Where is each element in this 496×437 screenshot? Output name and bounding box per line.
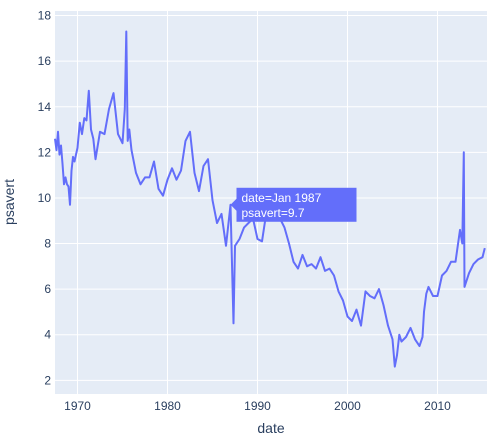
series-layer[interactable] [54,30,486,368]
hover-tooltip-value: psavert=9.7 [242,206,305,220]
x-axis-tick-labels: 1970 1980 1990 2000 2010 [64,399,451,413]
y-axis-title: psavert [1,179,17,225]
y-tick-label: 8 [44,237,51,251]
y-tick-label: 2 [44,373,51,387]
x-tick-label: 1990 [244,399,271,413]
x-tick-label: 2010 [424,399,451,413]
y-tick-label: 10 [38,191,52,205]
hover-tooltip-box [236,187,357,222]
x-axis-title: date [257,420,284,436]
y-tick-label: 12 [38,145,52,159]
hover-tooltip-date: date=Jan 1987 [242,191,322,205]
y-tick-label: 18 [38,9,52,23]
y-tick-label: 14 [38,100,52,114]
x-tick-label: 2000 [334,399,361,413]
hover-tooltip-pointer [230,198,237,211]
psavert-series-line[interactable] [54,30,486,368]
y-tick-label: 6 [44,282,51,296]
y-tick-label: 4 [44,328,51,342]
y-axis-tick-labels: 2 4 6 8 10 12 14 16 18 [38,9,52,388]
x-tick-label: 1970 [64,399,91,413]
y-tick-label: 16 [38,54,52,68]
x-tick-label: 1980 [154,399,181,413]
hover-tooltip: date=Jan 1987 psavert=9.7 [230,187,357,222]
